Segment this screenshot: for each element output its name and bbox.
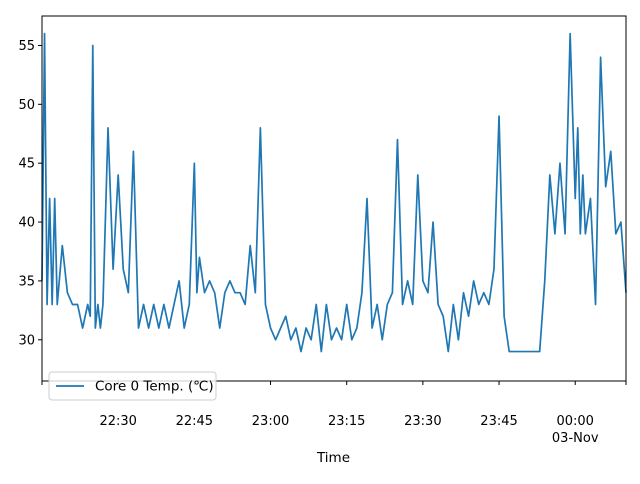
x-tick-label: 23:15 bbox=[328, 414, 365, 429]
y-tick-label: 35 bbox=[18, 274, 35, 289]
x-tick-label: 23:30 bbox=[404, 414, 441, 429]
x-tick-label: 00:00 bbox=[556, 414, 593, 429]
series-line-0 bbox=[41, 32, 627, 353]
axes-layer: 30 35 40 45 50 55 22:30 22:45 23:00 23:15 23:30 23:… bbox=[18, 15, 627, 446]
plot-frame bbox=[41, 15, 627, 382]
x-tick-label: 22:30 bbox=[99, 414, 136, 429]
legend: Core 0 Temp. (℃) bbox=[48, 371, 217, 401]
x-tick-label: 22:45 bbox=[176, 414, 213, 429]
y-tick-label: 45 bbox=[18, 157, 35, 172]
x-tick-label: 23:45 bbox=[480, 414, 517, 429]
y-tick-label: 30 bbox=[18, 333, 35, 348]
legend-series-label: Core 0 Temp. (℃) bbox=[95, 379, 214, 395]
x-tick-sublabel: 03-Nov bbox=[552, 431, 599, 446]
x-tick-label: 23:00 bbox=[252, 414, 289, 429]
legend-frame bbox=[48, 371, 217, 401]
x-axis-label: Time bbox=[316, 450, 350, 466]
y-tick-label: 40 bbox=[18, 216, 35, 231]
series-layer bbox=[41, 32, 627, 353]
y-tick-label: 55 bbox=[18, 39, 35, 54]
y-tick-label: 50 bbox=[18, 98, 35, 113]
